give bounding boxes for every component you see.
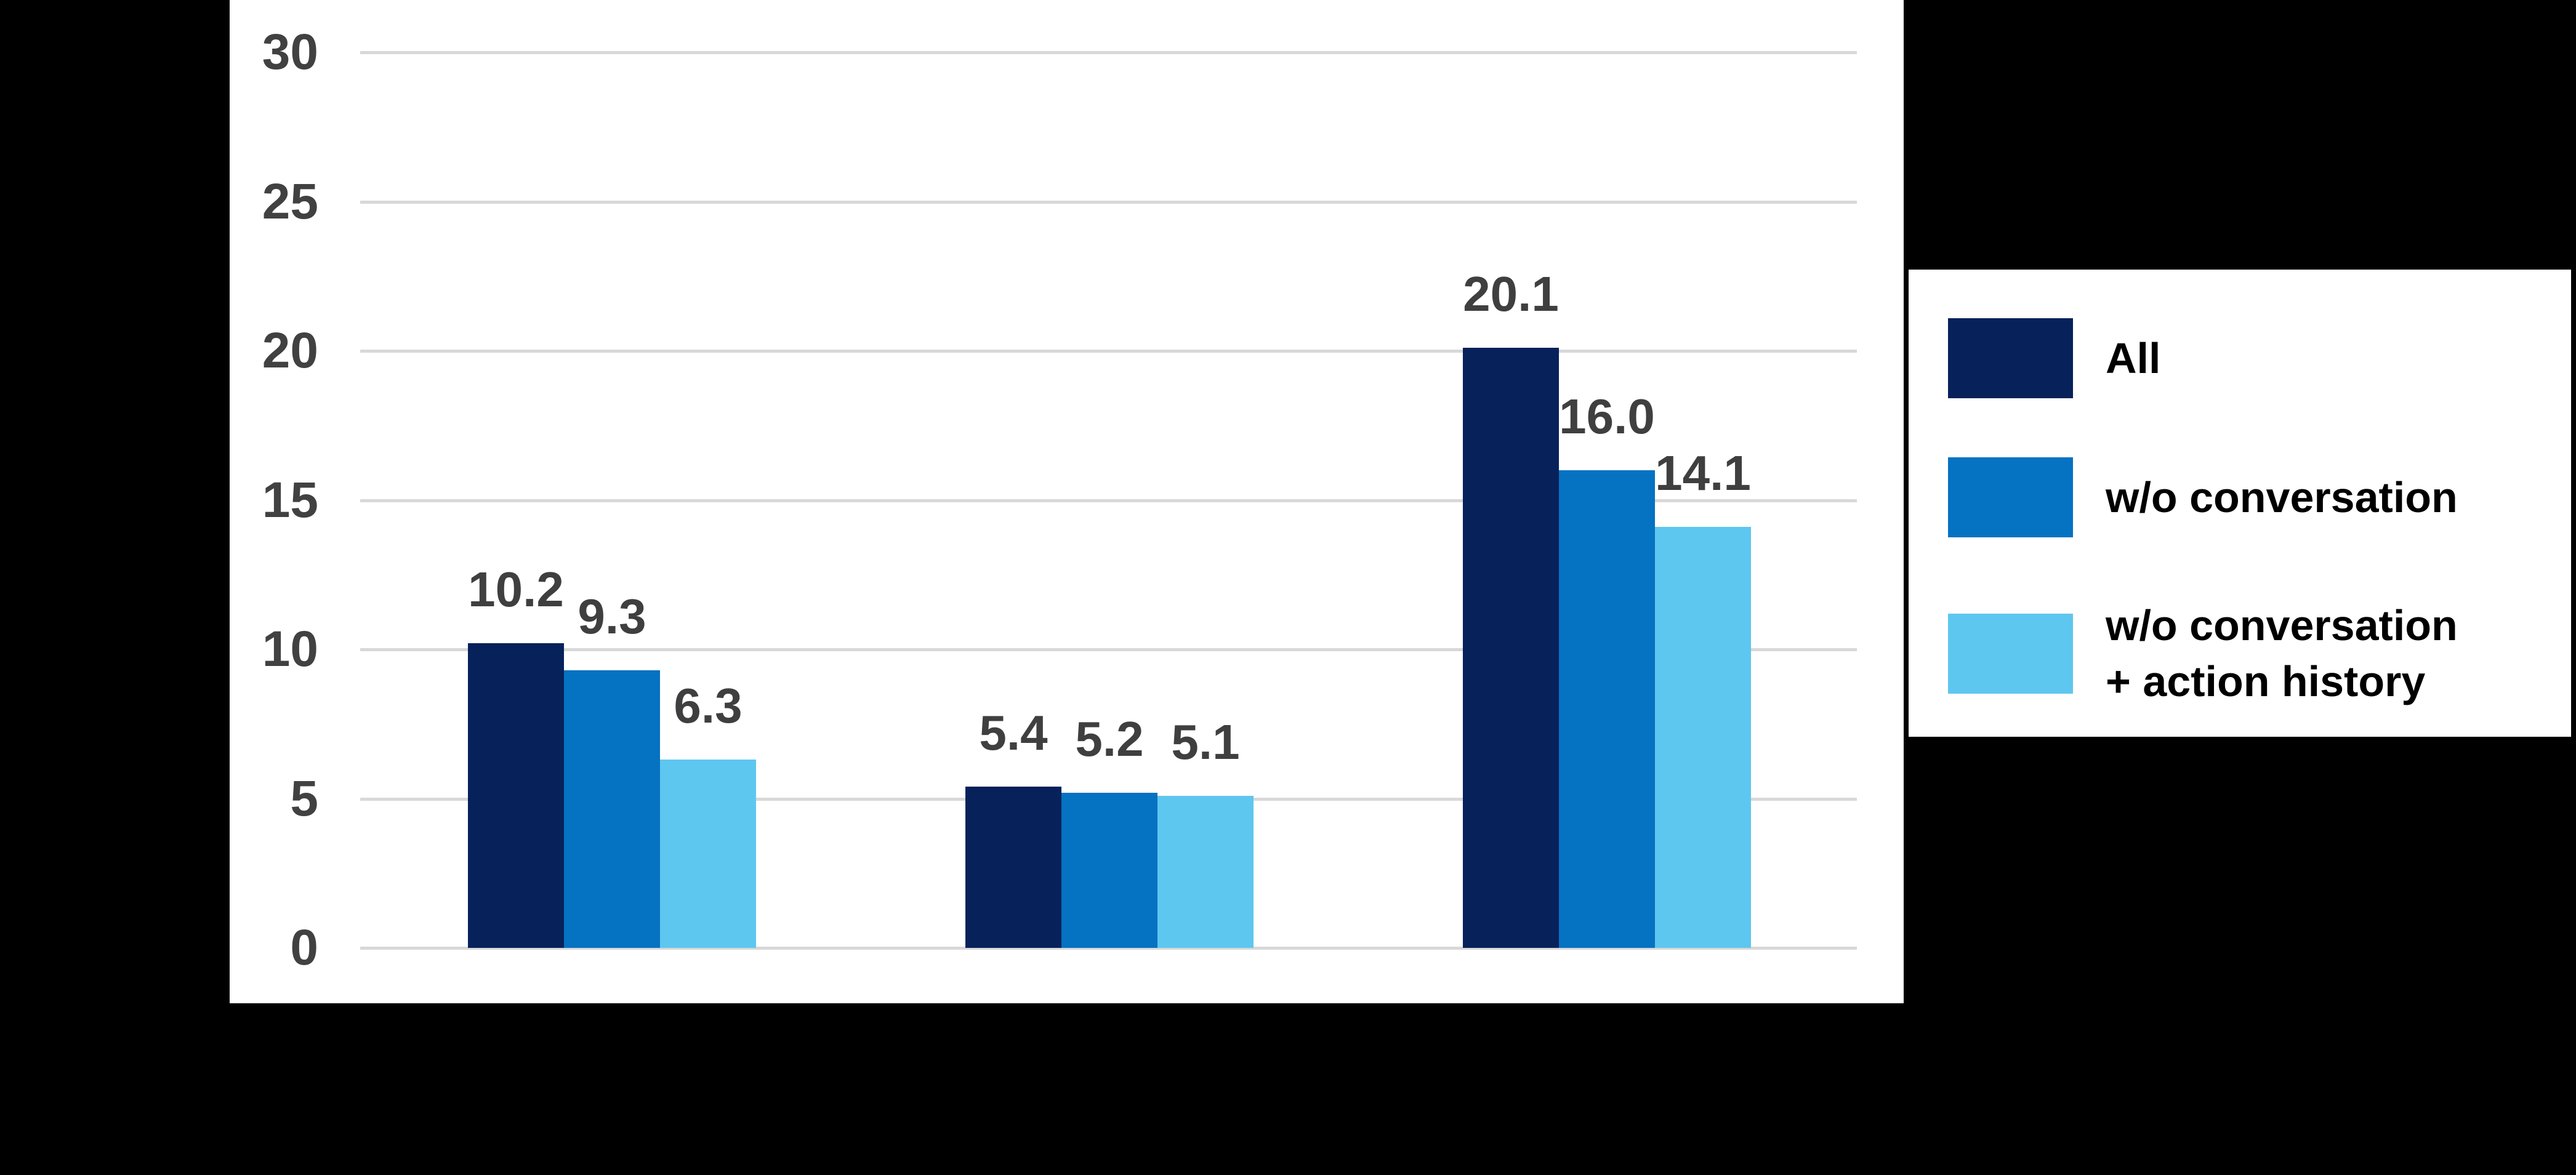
bar-value-label: 14.1 xyxy=(1655,446,1751,501)
legend-swatch-series3 xyxy=(1948,614,2073,694)
bar-series2-group2 xyxy=(1061,792,1157,948)
y-axis-tick-label: 0 xyxy=(290,920,318,976)
bar-value-label: 16.0 xyxy=(1559,389,1655,444)
gridline-30 xyxy=(360,51,1857,54)
y-axis-tick-label: 25 xyxy=(262,173,318,230)
gridline-15 xyxy=(360,499,1857,502)
bar-value-label: 10.2 xyxy=(468,562,564,617)
legend-row-3: w/o conversation + action history xyxy=(1948,598,2458,710)
legend-row-2: w/o conversation xyxy=(1948,457,2458,537)
bar-series3-group3 xyxy=(1655,527,1751,948)
y-axis-tick-label: 15 xyxy=(262,471,318,528)
bar-value-label: 5.4 xyxy=(979,705,1048,761)
bar-value-label: 5.1 xyxy=(1171,714,1240,769)
y-axis-tick-label: 10 xyxy=(262,621,318,677)
y-axis-tick-label: 30 xyxy=(262,24,318,80)
y-axis-tick-label: 20 xyxy=(262,323,318,379)
legend-row-1: All xyxy=(1948,318,2160,398)
gridline-20 xyxy=(360,350,1857,353)
legend-swatch-series1 xyxy=(1948,318,2073,398)
bar-value-label: 20.1 xyxy=(1463,267,1559,322)
gridline-10 xyxy=(360,648,1857,651)
chart-panel: 0 5 10 15 20 25 30 10.2 9.3 6.3 5.4 5.2 5.1 20.1 16.0… xyxy=(230,0,1904,1003)
bar-series2-group3 xyxy=(1559,470,1655,948)
bar-value-label: 6.3 xyxy=(674,678,743,734)
bar-series1-group1 xyxy=(468,643,564,948)
bar-series3-group1 xyxy=(660,760,756,948)
legend-swatch-series2 xyxy=(1948,457,2073,537)
gridline-0 xyxy=(360,947,1857,950)
bar-series3-group2 xyxy=(1157,795,1254,948)
bar-series1-group3 xyxy=(1463,348,1559,948)
legend-label-series3: w/o conversation + action history xyxy=(2106,601,2458,705)
bar-value-label: 5.2 xyxy=(1075,711,1144,766)
y-axis-tick-label: 5 xyxy=(290,770,318,827)
legend: All w/o conversation w/o conversation + act… xyxy=(1904,265,2576,742)
bar-value-label: 9.3 xyxy=(578,588,646,644)
legend-label-series1: All xyxy=(2106,334,2161,382)
gridline-25 xyxy=(360,200,1857,204)
bar-series1-group2 xyxy=(965,787,1061,948)
legend-label-series2: w/o conversation xyxy=(2106,473,2458,521)
bar-series2-group1 xyxy=(564,670,660,948)
